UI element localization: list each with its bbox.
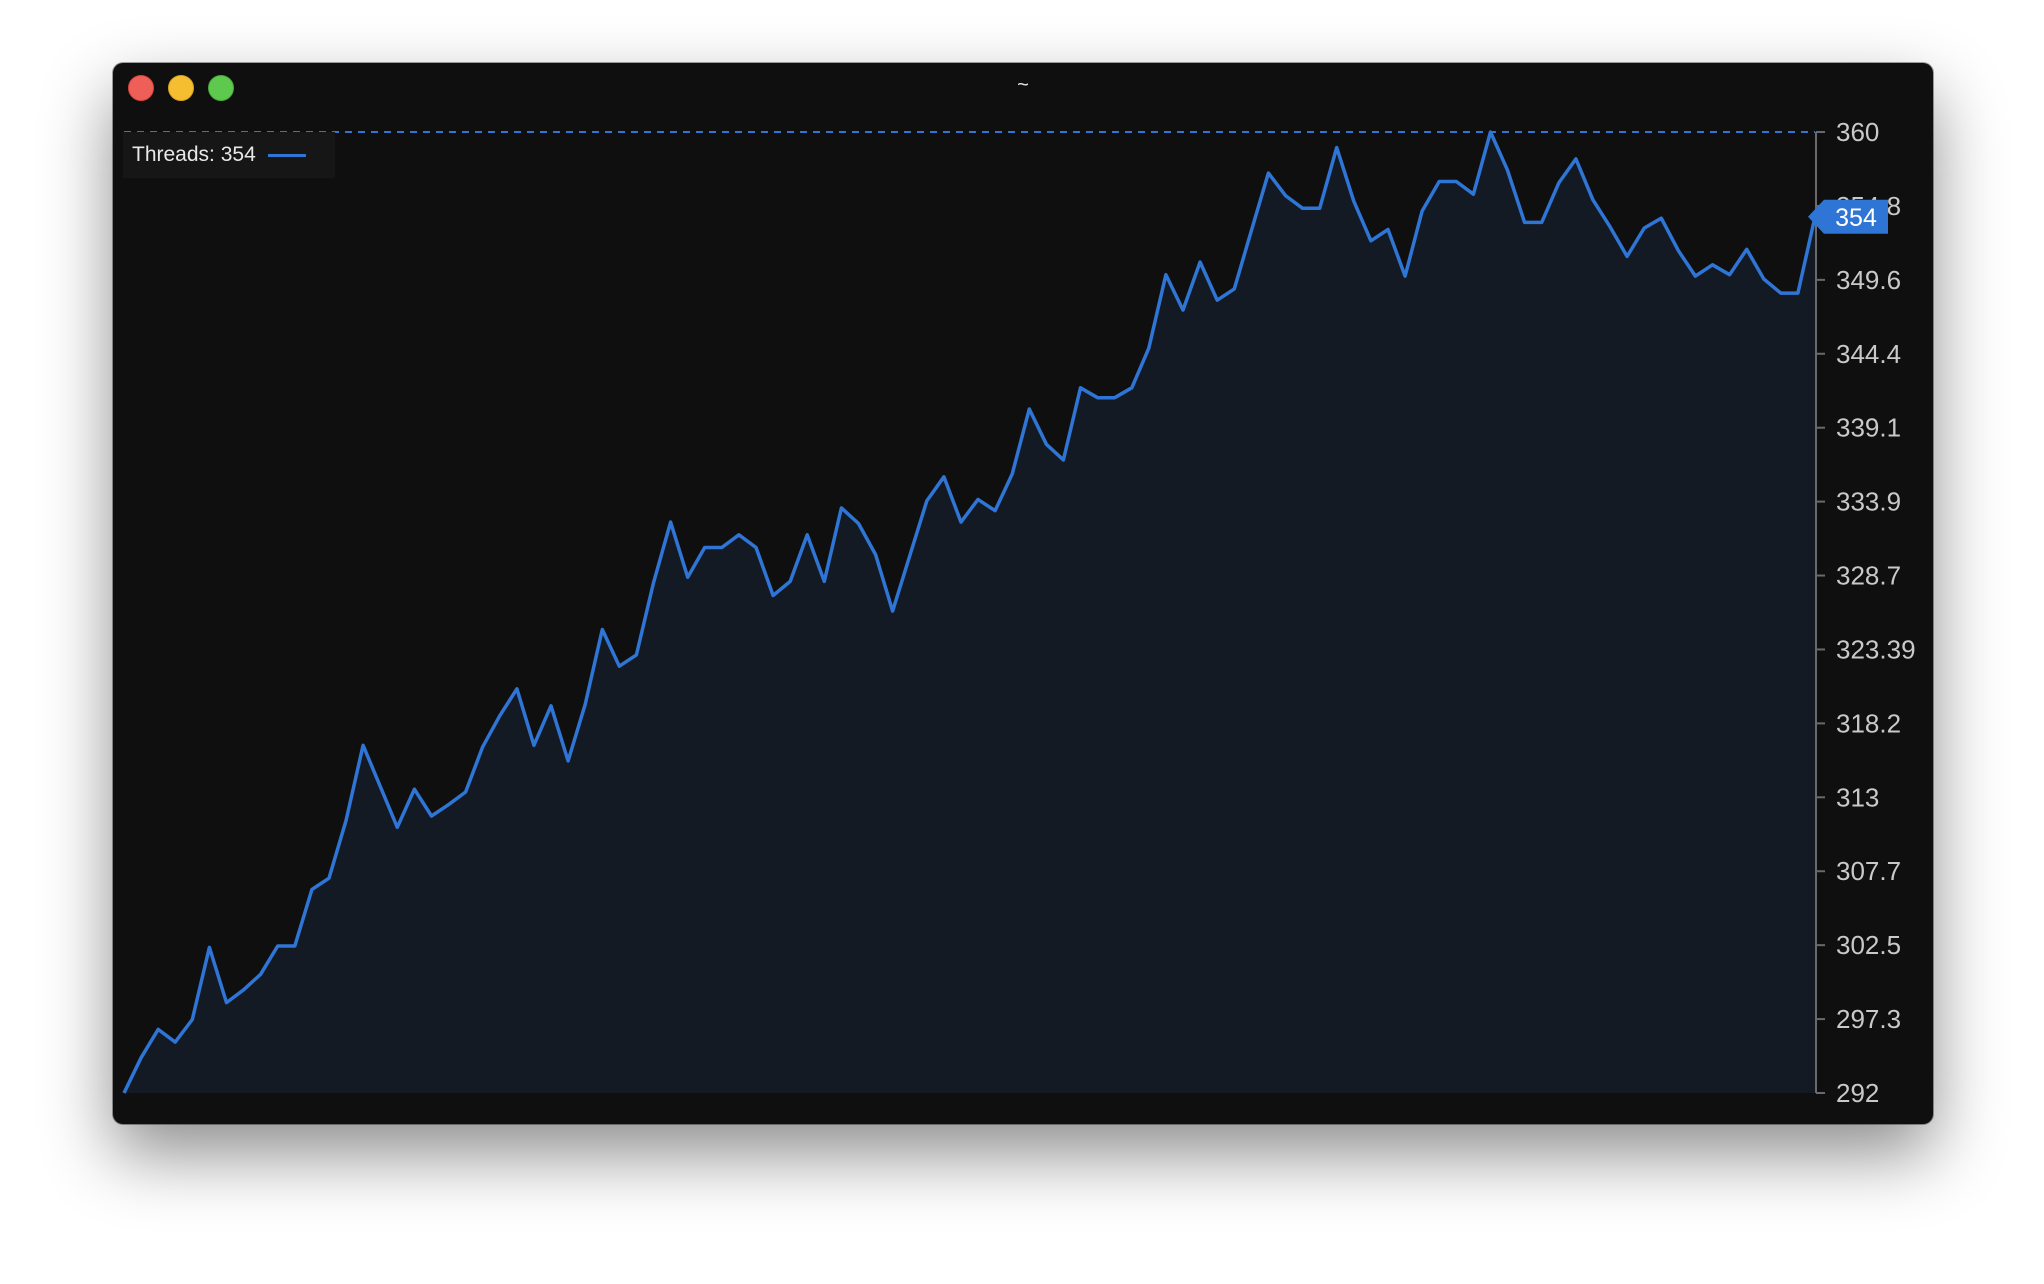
window-title: ~ [1017,74,1029,96]
legend: Threads: 354 [123,132,335,178]
y-tick-label: 297.3 [1836,1004,1901,1034]
y-tick-label: 292 [1836,1078,1879,1108]
y-tick-label: 302.5 [1836,930,1901,960]
y-tick-label: 313 [1836,782,1879,812]
y-tick-label: 323.39 [1836,634,1916,664]
y-tick-label: 344.4 [1836,339,1901,369]
threads-area [124,132,1815,1093]
zoom-button[interactable] [208,75,234,101]
y-tick-label: 328.7 [1836,561,1901,591]
threads-series-line [122,130,1817,1094]
line-layer [122,130,1817,1094]
y-tick-label: 360 [1836,117,1879,147]
current-value-label: 354 [1835,204,1877,232]
minimize-button[interactable] [168,75,194,101]
legend-label: Threads: 354 [132,143,256,166]
close-button[interactable] [128,75,154,101]
legend-swatch [267,153,306,157]
y-axis: 360354.8349.6344.4339.1333.9328.7323.393… [1815,117,1916,1108]
area-layer [124,131,1815,1093]
y-tick-label: 333.9 [1836,487,1901,517]
current-value-badge [1808,199,1888,234]
y-tick-label: 339.1 [1836,413,1901,443]
y-tick-label: 307.7 [1836,856,1901,886]
terminal-window: ~ 360354.8349.6344.4339.1333.9328.7323.3… [113,63,1933,1124]
y-tick-label: 349.6 [1836,265,1901,295]
title-bar: ~ [113,63,1933,111]
current-value-layer: 354 [1808,199,1888,234]
y-tick-label: 318.2 [1836,708,1901,738]
threads-chart: 360354.8349.6344.4339.1333.9328.7323.393… [122,117,1916,1108]
